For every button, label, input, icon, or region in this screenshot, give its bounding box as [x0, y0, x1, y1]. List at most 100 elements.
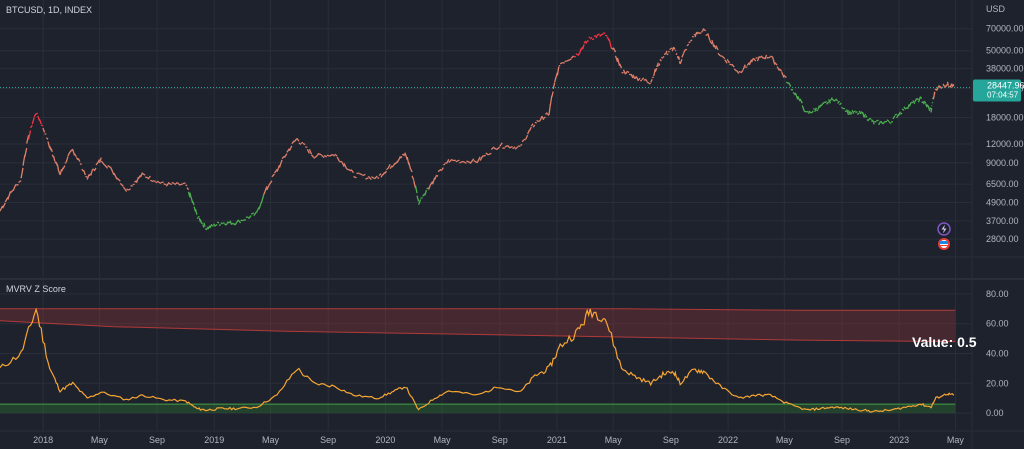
mvrv-point: [920, 403, 922, 405]
price-segment: [350, 169, 355, 174]
price-point: [101, 159, 103, 161]
mvrv-point: [719, 386, 721, 388]
price-segment: [318, 153, 322, 156]
price-point: [621, 70, 623, 72]
price-segment: [787, 82, 792, 87]
price-segment: [266, 184, 270, 191]
price-segment: [202, 224, 205, 228]
price-point: [185, 184, 187, 186]
price-segment: [296, 137, 300, 142]
price-segment: [581, 44, 585, 50]
price-segment: [367, 175, 372, 181]
price-segment: [652, 76, 654, 79]
price-segment: [329, 154, 333, 157]
mvrv-point: [930, 406, 932, 408]
price-segment: [311, 154, 315, 158]
price-segment: [713, 44, 717, 50]
indicator-bands: [0, 308, 956, 414]
price-point: [86, 178, 88, 180]
upper-band-fill: [0, 308, 956, 342]
mvrv-point: [905, 406, 907, 408]
price-segment: [139, 172, 144, 178]
price-segment: [870, 119, 874, 122]
indicator-tick-label: 0.00: [986, 408, 1004, 418]
price-segment: [414, 185, 418, 194]
price-badge-countdown: 07:04:57: [987, 91, 1019, 100]
mvrv-point: [890, 409, 892, 411]
price-segment: [546, 113, 550, 116]
price-segment: [302, 142, 306, 146]
price-point: [848, 112, 850, 114]
price-segment: [459, 160, 464, 164]
price-segment: [949, 85, 952, 88]
time-tick-label: 2020: [375, 435, 395, 445]
mvrv-point: [235, 408, 237, 410]
price-badge[interactable]: 28447.96 07:04:57: [973, 79, 1024, 102]
price-segment: [377, 177, 380, 180]
price-segment: [7, 191, 12, 200]
lightning-icon[interactable]: [937, 222, 951, 236]
time-tick-label: Sep: [834, 435, 850, 445]
price-segment: [735, 70, 740, 74]
indicator-value-text: Value: 0.5: [912, 334, 977, 350]
mvrv-point: [334, 386, 336, 388]
price-segment: [946, 81, 949, 86]
mvrv-point: [604, 317, 606, 319]
price-point: [577, 53, 579, 55]
price-segment: [525, 134, 529, 140]
price-segment: [485, 152, 489, 156]
price-segment: [721, 55, 726, 60]
price-segment: [740, 69, 744, 74]
us-flag-icon[interactable]: [938, 238, 950, 250]
time-tick-label: Sep: [320, 435, 336, 445]
price-segment: [348, 168, 352, 172]
price-segment: [951, 83, 954, 88]
price-segment: [847, 110, 851, 116]
price-segment: [654, 68, 658, 73]
price-point: [520, 147, 522, 149]
upper-band-top-line: [0, 308, 956, 311]
price-segment: [225, 221, 229, 226]
price-segment: [98, 157, 102, 164]
price-segment: [90, 169, 94, 176]
mvrv-point: [72, 383, 74, 385]
price-segment: [580, 46, 584, 51]
price-segment: [203, 222, 206, 227]
price-badge-value: 28447.96: [987, 81, 1024, 91]
indicator-tick-label: 20.00: [986, 378, 1009, 388]
price-segment: [669, 48, 672, 51]
price-series[interactable]: [0, 28, 955, 231]
price-segment: [255, 207, 260, 213]
price-segment: [695, 31, 699, 35]
price-segment: [50, 148, 53, 153]
price-segment: [759, 56, 762, 59]
price-tick-label: 50000.00: [986, 46, 1024, 56]
price-segment: [856, 112, 860, 116]
symbol-title[interactable]: BTCUSD, 1D, INDEX: [6, 5, 92, 15]
indicator-title[interactable]: MVRV Z Score: [6, 284, 66, 294]
price-segment: [33, 113, 37, 118]
price-segment: [490, 146, 495, 150]
price-segment: [925, 103, 928, 108]
price-segment: [479, 155, 484, 161]
price-segment: [903, 106, 907, 110]
price-point: [953, 86, 955, 88]
time-axis[interactable]: 2018 May Sep 2019 May Sep 2020 May Sep 2021 May Sep…: [33, 435, 964, 445]
indicator-axis[interactable]: 0.00 20.00 40.00 60.00 80.00: [986, 289, 1009, 418]
price-segment: [685, 48, 688, 51]
mvrv-line[interactable]: [0, 307, 955, 413]
mvrv-series[interactable]: [0, 307, 955, 413]
price-segment: [636, 76, 639, 82]
price-segment: [801, 105, 806, 112]
price-point: [833, 98, 835, 100]
price-segment: [731, 63, 735, 68]
price-segment: [619, 63, 623, 69]
price-segment: [551, 91, 554, 98]
price-segment: [622, 69, 626, 75]
price-segment: [126, 188, 129, 191]
price-point: [636, 77, 638, 79]
price-segment: [659, 58, 662, 62]
price-segment: [128, 188, 131, 191]
price-segment: [833, 99, 837, 102]
